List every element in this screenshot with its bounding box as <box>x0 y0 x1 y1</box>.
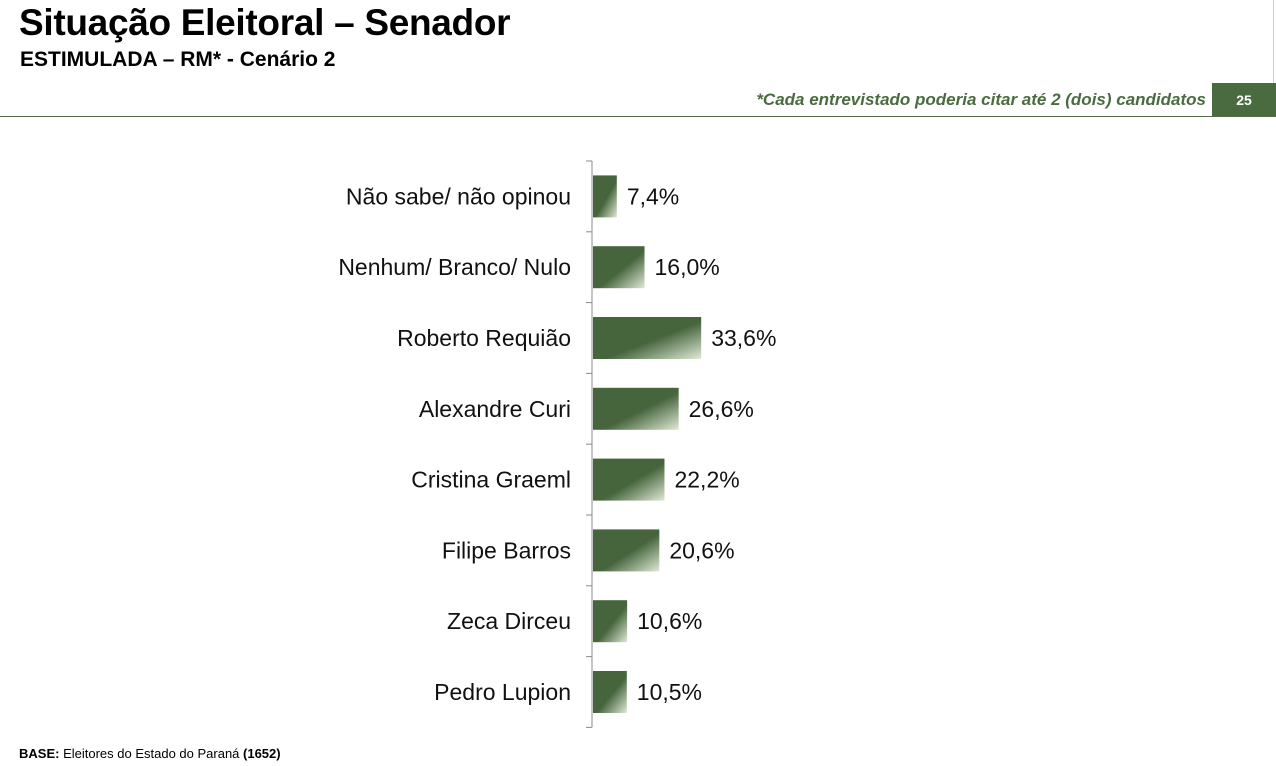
data-label: 22,2% <box>674 467 739 493</box>
data-label: 10,5% <box>637 679 702 705</box>
category-label: Alexandre Curi <box>419 396 571 422</box>
base-text: Eleitores do Estado do Paraná <box>59 746 244 761</box>
header-divider <box>0 116 1276 117</box>
chart-marks: Não sabe/ não opinou 7,4% Nenhum/ Branco/ … <box>338 160 776 728</box>
bar <box>593 671 627 713</box>
page-title: Situação Eleitoral – Senador <box>19 2 511 43</box>
footnote-note: *Cada entrevistado poderia citar até 2 (… <box>756 90 1206 109</box>
page-number-badge: 25 <box>1212 83 1276 116</box>
bar <box>593 529 660 572</box>
base-footnote: BASE: Eleitores do Estado do Paraná (165… <box>19 746 281 761</box>
category-label: Pedro Lupion <box>434 679 571 705</box>
data-label: 7,4% <box>627 183 679 209</box>
bar <box>593 317 702 359</box>
category-label: Roberto Requião <box>397 325 571 351</box>
data-label: 10,6% <box>637 608 702 634</box>
category-label: Nenhum/ Branco/ Nulo <box>338 254 571 280</box>
bar <box>593 175 617 218</box>
bar <box>593 458 665 501</box>
bar <box>593 387 679 430</box>
page-subtitle: ESTIMULADA – RM* - Cenário 2 <box>20 48 336 71</box>
category-label: Não sabe/ não opinou <box>346 183 571 209</box>
category-label: Filipe Barros <box>442 537 571 563</box>
right-edge-divider <box>1273 0 1274 83</box>
category-label: Cristina Graeml <box>411 467 571 493</box>
base-label: BASE: <box>19 746 60 761</box>
data-label: 16,0% <box>655 254 720 280</box>
base-count: (1652) <box>243 746 281 761</box>
bar <box>593 600 628 643</box>
category-label: Zeca Dirceu <box>447 608 571 634</box>
bar <box>593 246 645 289</box>
data-label: 26,6% <box>689 396 754 422</box>
data-label: 20,6% <box>669 537 734 563</box>
data-label: 33,6% <box>711 325 776 351</box>
